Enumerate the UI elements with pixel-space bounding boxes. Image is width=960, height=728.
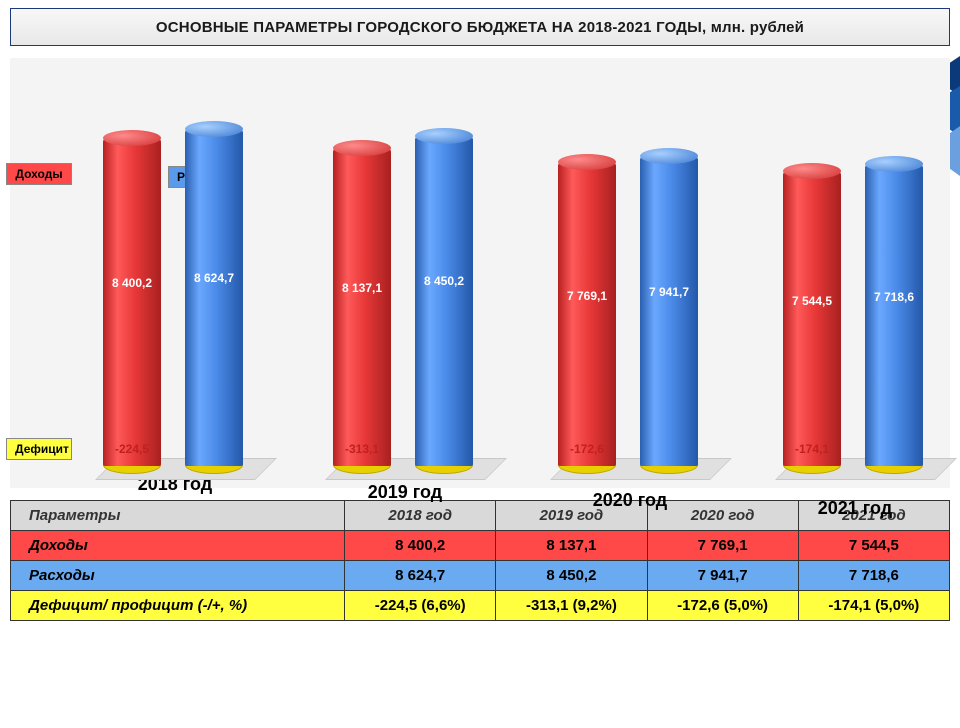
- expense-value: 7 941,7: [634, 285, 704, 299]
- bar-top: [865, 156, 923, 172]
- title-unit: млн. рублей: [711, 19, 804, 36]
- budget-chart: Доходы Расходы Дефицит 2018 год8 400,2-2…: [10, 58, 950, 488]
- bar-top: [185, 121, 243, 137]
- expense-value: 8 450,2: [409, 274, 479, 288]
- bar-top: [783, 163, 841, 179]
- col-params: Параметры: [11, 501, 345, 531]
- bar-body: [103, 138, 161, 466]
- deficit-value: -313,1: [327, 442, 397, 456]
- bar-body: [333, 148, 391, 466]
- legend-deficit: Дефицит: [6, 438, 72, 460]
- bar-top: [640, 148, 698, 164]
- income-value: 8 400,2: [97, 276, 167, 290]
- table-row: Доходы8 400,28 137,17 769,17 544,5: [11, 531, 950, 561]
- bar-pair: 7 544,5 -174,1 7 718,6: [775, 110, 935, 480]
- bar-body: [185, 129, 243, 466]
- cell-value: -313,1 (9,2%): [496, 591, 647, 621]
- bar-body: [640, 156, 698, 466]
- table-row: Расходы8 624,78 450,27 941,77 718,6: [11, 561, 950, 591]
- cell-value: 8 624,7: [345, 561, 496, 591]
- cell-value: 7 718,6: [798, 561, 949, 591]
- year-label: 2019 год: [295, 482, 515, 503]
- cell-value: -224,5 (6,6%): [345, 591, 496, 621]
- year-label: 2021 год: [745, 498, 960, 519]
- bar-body: [558, 162, 616, 466]
- deficit-value: -174,1: [777, 442, 847, 456]
- deficit-value: -172,6: [552, 442, 622, 456]
- cell-value: 8 400,2: [345, 531, 496, 561]
- cell-value: 7 544,5: [798, 531, 949, 561]
- row-label: Дефицит/ профицит (-/+, %): [11, 591, 345, 621]
- bar-pair: 7 769,1 -172,6 7 941,7: [550, 110, 710, 480]
- cell-value: 8 450,2: [496, 561, 647, 591]
- expense-value: 7 718,6: [859, 290, 929, 304]
- bar-top: [415, 128, 473, 144]
- bar-body: [783, 171, 841, 466]
- cell-value: 8 137,1: [496, 531, 647, 561]
- cell-value: 7 941,7: [647, 561, 798, 591]
- cell-value: -172,6 (5,0%): [647, 591, 798, 621]
- income-value: 7 769,1: [552, 289, 622, 303]
- bar-top: [103, 130, 161, 146]
- year-label: 2020 год: [520, 490, 740, 511]
- page-title: ОСНОВНЫЕ ПАРАМЕТРЫ ГОРОДСКОГО БЮДЖЕТА НА…: [10, 8, 950, 46]
- income-value: 8 137,1: [327, 281, 397, 295]
- bar-pair: 8 400,2 -224,5 8 624,7: [95, 110, 255, 480]
- row-label: Доходы: [11, 531, 345, 561]
- bar-body: [415, 136, 473, 466]
- row-label: Расходы: [11, 561, 345, 591]
- cell-value: -174,1 (5,0%): [798, 591, 949, 621]
- bar-top: [558, 154, 616, 170]
- bar-pair: 8 137,1 -313,1 8 450,2: [325, 110, 485, 480]
- cell-value: 7 769,1: [647, 531, 798, 561]
- table-row: Дефицит/ профицит (-/+, %)-224,5 (6,6%)-…: [11, 591, 950, 621]
- col-year: 2018 год: [345, 501, 496, 531]
- income-value: 7 544,5: [777, 294, 847, 308]
- expense-value: 8 624,7: [179, 271, 249, 285]
- bar-top: [333, 140, 391, 156]
- deficit-value: -224,5: [97, 442, 167, 456]
- bar-body: [865, 164, 923, 466]
- legend-income: Доходы: [6, 163, 72, 185]
- title-text: ОСНОВНЫЕ ПАРАМЕТРЫ ГОРОДСКОГО БЮДЖЕТА НА…: [156, 19, 707, 36]
